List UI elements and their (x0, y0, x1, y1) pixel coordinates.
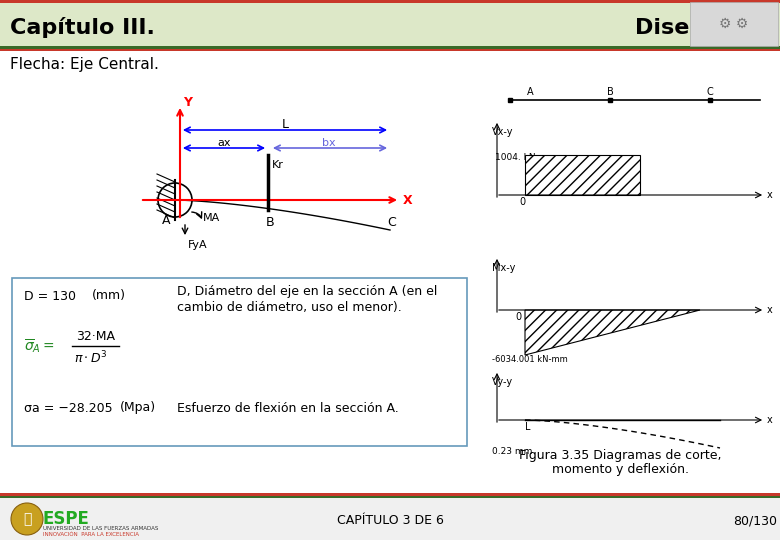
Bar (0, 496, 780, 498)
Text: -6034.001 kN-mm: -6034.001 kN-mm (492, 355, 568, 364)
Text: D, Diámetro del eje en la sección A (en el: D, Diámetro del eje en la sección A (en … (177, 286, 438, 299)
Text: 80/130: 80/130 (733, 515, 777, 528)
Polygon shape (525, 310, 700, 355)
Text: (Mpa): (Mpa) (120, 402, 156, 415)
Bar (0, 46, 780, 49)
Text: Capítulo III.: Capítulo III. (10, 17, 155, 38)
Bar (0, 498, 780, 540)
Text: A: A (161, 213, 170, 226)
Text: Vx-y: Vx-y (492, 127, 513, 137)
Text: FyA: FyA (188, 240, 207, 250)
Text: momento y deflexión.: momento y deflexión. (551, 463, 689, 476)
Text: MA: MA (203, 213, 220, 223)
Text: C: C (707, 87, 714, 97)
Text: Vy-y: Vy-y (492, 377, 513, 387)
Text: x: x (767, 305, 773, 315)
Text: 0: 0 (516, 312, 522, 322)
Text: Kr: Kr (272, 160, 284, 170)
Bar (12, 278, 467, 446)
Text: $\pi \cdot D^3$: $\pi \cdot D^3$ (74, 350, 108, 366)
Text: 32·MA: 32·MA (76, 329, 115, 342)
Text: $\overline{\sigma}_A=$: $\overline{\sigma}_A=$ (24, 337, 55, 355)
Text: C: C (388, 215, 396, 228)
Text: Mx-y: Mx-y (492, 263, 516, 273)
Text: 🛡: 🛡 (23, 512, 31, 526)
Text: (mm): (mm) (92, 289, 126, 302)
Text: x: x (767, 415, 773, 425)
Text: Y: Y (183, 97, 192, 110)
Text: Esfuerzo de flexión en la sección A.: Esfuerzo de flexión en la sección A. (177, 402, 399, 415)
Text: A: A (526, 87, 534, 97)
Bar (0, 0, 780, 50)
Text: ESPE: ESPE (43, 510, 90, 528)
Text: D = 130: D = 130 (24, 289, 76, 302)
Text: L: L (282, 118, 289, 132)
Bar (0, 493, 780, 496)
Text: L: L (525, 422, 530, 432)
Text: σa = −28.205: σa = −28.205 (24, 402, 112, 415)
Bar (0, 0, 780, 3)
Text: 0: 0 (519, 197, 525, 207)
Text: ⚙ ⚙: ⚙ ⚙ (719, 17, 749, 31)
Text: UNIVERSIDAD DE LAS FUERZAS ARMADAS: UNIVERSIDAD DE LAS FUERZAS ARMADAS (43, 525, 158, 530)
Bar (0, 49, 780, 51)
Polygon shape (525, 155, 640, 195)
Text: 0.23 mm: 0.23 mm (492, 448, 533, 456)
Text: x: x (767, 190, 773, 200)
Text: INNOVACIÓN  PARA LA EXCELENCIA: INNOVACIÓN PARA LA EXCELENCIA (43, 531, 139, 537)
Text: Diseño: Diseño (635, 18, 721, 38)
Text: X: X (403, 194, 413, 207)
Text: ax: ax (218, 138, 231, 148)
Circle shape (11, 503, 43, 535)
Text: 1004. kN: 1004. kN (495, 152, 536, 161)
Bar (690, 2, 778, 46)
Text: Figura 3.35 Diagramas de corte,: Figura 3.35 Diagramas de corte, (519, 449, 722, 462)
Text: CAPÍTULO 3 DE 6: CAPÍTULO 3 DE 6 (336, 515, 444, 528)
Text: bx: bx (322, 138, 336, 148)
Text: B: B (266, 215, 275, 228)
Text: B: B (607, 87, 613, 97)
Text: Flecha: Eje Central.: Flecha: Eje Central. (10, 57, 159, 72)
Text: cambio de diámetro, uso el menor).: cambio de diámetro, uso el menor). (177, 301, 402, 314)
